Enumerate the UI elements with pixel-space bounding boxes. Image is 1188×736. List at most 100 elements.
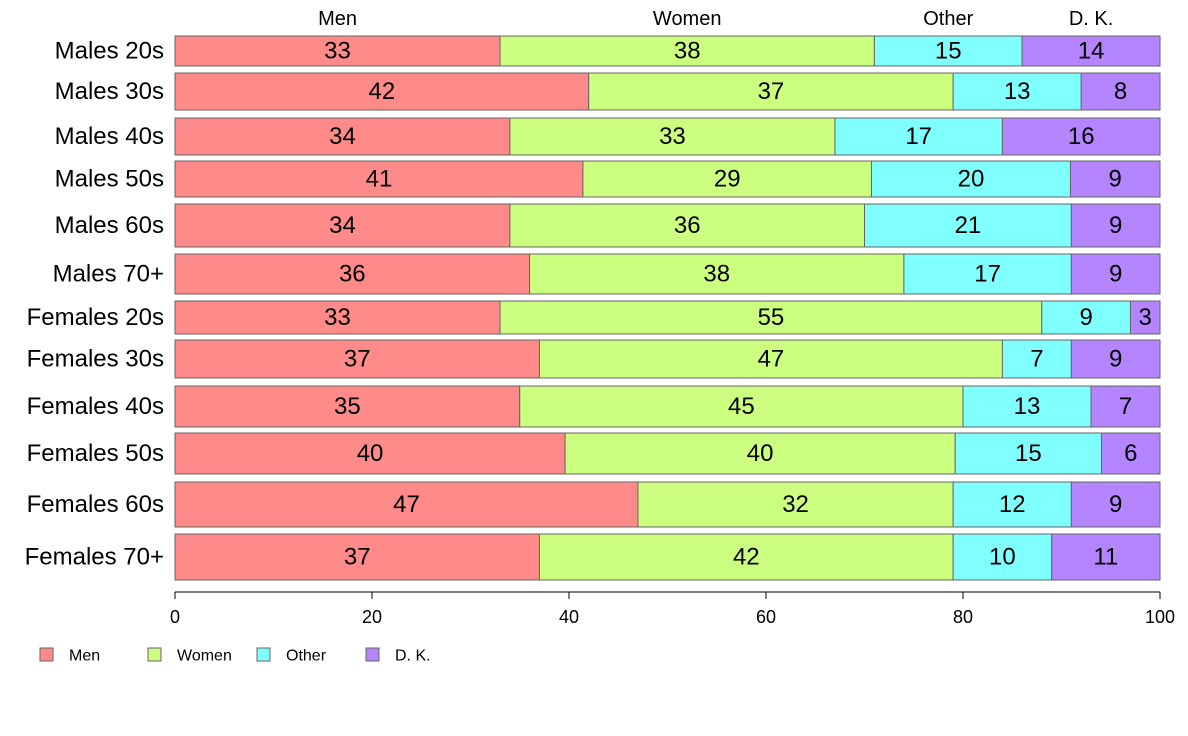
category-label: Females 70+ [25, 544, 164, 571]
bar-segment [1070, 339, 1161, 379]
data-label: 33 [324, 38, 351, 65]
data-label: 9 [1109, 491, 1122, 518]
bar-segment [1070, 253, 1161, 295]
data-label: 45 [728, 393, 755, 420]
data-label: 40 [747, 440, 774, 467]
data-label: 8 [1114, 78, 1127, 105]
bar-segment [1070, 203, 1161, 248]
data-label: 47 [393, 491, 420, 518]
legend-label: D. K. [395, 648, 431, 665]
category-label: Males 40s [55, 123, 164, 150]
top-category-label: Men [318, 8, 357, 30]
data-label: 11 [1093, 544, 1118, 571]
data-label: 33 [659, 123, 686, 150]
data-label: 13 [1014, 393, 1041, 420]
top-labels: Men Women Other D. K. [318, 8, 1113, 30]
data-label: 15 [1015, 440, 1042, 467]
data-label: 33 [324, 304, 351, 331]
top-category-label: Women [653, 8, 722, 30]
bar-segment [499, 35, 875, 67]
data-label: 29 [714, 166, 741, 193]
data-label: 37 [758, 78, 785, 105]
category-label: Females 50s [27, 440, 164, 467]
bar-segment [1069, 160, 1161, 198]
data-label: 38 [703, 261, 730, 288]
data-label: 37 [344, 346, 371, 373]
legend: Men Women Other D. K. [39, 647, 431, 665]
data-label: 55 [758, 304, 785, 331]
data-label: 17 [974, 261, 1001, 288]
legend-swatch [147, 647, 162, 662]
bar-segment [1001, 117, 1161, 156]
data-label: 12 [999, 491, 1026, 518]
data-label: 34 [329, 212, 356, 239]
legend-label: Men [69, 648, 100, 665]
bar-segment [952, 533, 1053, 581]
bar-segment [174, 481, 639, 528]
data-label: 9 [1109, 261, 1122, 288]
bar-segment [174, 203, 511, 248]
bar-segment [529, 253, 905, 295]
category-label: Males 50s [55, 166, 164, 193]
data-label: 21 [955, 212, 982, 239]
bar-segment [174, 35, 501, 67]
bar-segment [174, 253, 531, 295]
bar-segment [174, 339, 540, 379]
bar-segment [864, 203, 1072, 248]
category-label: Females 40s [27, 393, 164, 420]
bar-segment [519, 385, 964, 428]
data-label: 42 [368, 78, 395, 105]
bar-segment [1100, 432, 1161, 475]
data-label: 9 [1109, 212, 1122, 239]
bar-segment [637, 481, 954, 528]
bar-segment [174, 432, 566, 475]
data-label: 42 [733, 544, 760, 571]
category-label: Males 70+ [53, 261, 164, 288]
bar-segment [1090, 385, 1161, 428]
category-label: Females 60s [27, 491, 164, 518]
bar-segment [1021, 35, 1161, 67]
data-label: 41 [366, 166, 393, 193]
data-label: 9 [1109, 166, 1122, 193]
data-label: 40 [357, 440, 384, 467]
bar-segment [1070, 481, 1161, 528]
bar-segment [952, 72, 1082, 111]
data-label: 36 [339, 261, 366, 288]
bar-segment [174, 300, 501, 335]
legend-swatch [39, 647, 54, 662]
bar-segment [509, 203, 865, 248]
x-tick-label: 0 [170, 607, 180, 627]
bar-segment [873, 35, 1023, 67]
data-label: 10 [989, 544, 1016, 571]
bar-segment [564, 432, 956, 475]
category-label: Males 60s [55, 212, 164, 239]
data-label: 9 [1109, 346, 1122, 373]
bar-segment [1001, 339, 1072, 379]
x-tick-label: 60 [756, 607, 776, 627]
legend-label: Women [177, 648, 232, 665]
bar-segment [952, 481, 1072, 528]
legend-label: Other [286, 648, 327, 665]
x-tick-label: 40 [559, 607, 579, 627]
category-label: Females 30s [27, 346, 164, 373]
bar-segment [509, 117, 836, 156]
x-tick-label: 100 [1145, 607, 1175, 627]
data-label: 6 [1124, 440, 1137, 467]
bar-segment [1129, 300, 1161, 335]
bar-segment [954, 432, 1102, 475]
x-tick-label: 80 [953, 607, 973, 627]
category-labels: Males 20s Males 30s Males 40s Males 50s Male… [25, 38, 164, 571]
x-axis: 0 20 40 60 80 100 [170, 591, 1175, 627]
category-label: Males 30s [55, 78, 164, 105]
data-label: 47 [758, 346, 785, 373]
legend-swatch [365, 647, 380, 662]
bar-segment [962, 385, 1092, 428]
data-label: 13 [1004, 78, 1031, 105]
bar-segment [538, 533, 954, 581]
data-label: 14 [1078, 38, 1105, 65]
bar-segment [582, 160, 872, 198]
bar-segment [1041, 300, 1131, 335]
data-label: 7 [1119, 393, 1132, 420]
